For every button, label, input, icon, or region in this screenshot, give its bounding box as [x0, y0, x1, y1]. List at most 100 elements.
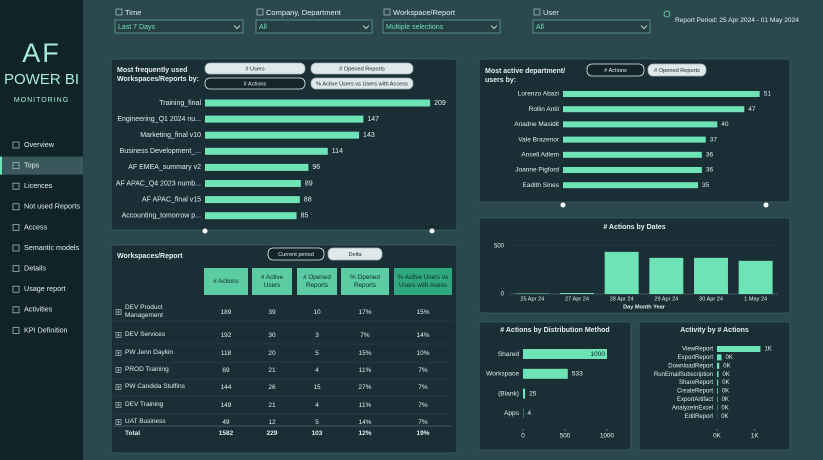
expand-icon[interactable]: [115, 367, 122, 373]
brand-subtitle: MONITORING: [13, 96, 70, 104]
bar: [205, 99, 431, 107]
x-tick-label: 27 Apr 24: [565, 296, 589, 302]
row-name: DEV Product Management: [125, 304, 163, 319]
nav-item[interactable]: Activities: [24, 305, 53, 314]
category-label: ExportReport: [678, 355, 714, 361]
nav-marker: [0, 156, 2, 175]
category-label: RunEmailSubscription: [654, 372, 713, 378]
value-label: 88: [304, 196, 312, 203]
toggle-button-label[interactable]: # Opened Reports: [339, 66, 385, 72]
resize-handle: [429, 228, 435, 234]
table-cell: 15%: [358, 349, 372, 357]
category-label: Vale Brazenor: [518, 136, 560, 143]
toggle-button[interactable]: [267, 247, 325, 261]
nav-item[interactable]: Licences: [24, 181, 53, 190]
toggle-button[interactable]: [204, 62, 306, 75]
expand-icon[interactable]: [115, 384, 122, 390]
value-label: 96: [312, 164, 320, 171]
nav-icon: [12, 203, 20, 211]
expand-icon[interactable]: [115, 419, 122, 425]
nav-item[interactable]: Not used Reports: [24, 202, 80, 211]
expand-icon[interactable]: [115, 332, 122, 338]
toggle-button-label[interactable]: % Active Users vs Users with Access: [316, 81, 408, 87]
filter-dropdown[interactable]: [382, 19, 501, 34]
value-label: 37: [710, 136, 718, 143]
toggle-button-label[interactable]: # Actions: [604, 68, 627, 74]
x-tick-label: 28 Apr 24: [610, 296, 634, 302]
bar: [649, 257, 684, 294]
table-cell: 20: [268, 349, 276, 357]
value-label: 0K: [722, 380, 729, 386]
nav-item[interactable]: Usage report: [24, 284, 66, 293]
nav-item[interactable]: Access: [24, 222, 48, 231]
chart-title: Most frequently used Workspaces/Reports …: [117, 67, 199, 83]
column-header-label[interactable]: % Active Users vs Users with Acess: [397, 274, 449, 289]
nav-item[interactable]: Details: [24, 264, 46, 273]
filter-dropdown[interactable]: [114, 19, 244, 34]
filter-icon: [115, 8, 123, 16]
value-label: 47: [748, 106, 756, 113]
toggle-button[interactable]: [327, 247, 383, 261]
category-label: Ansell Adlem: [521, 152, 559, 159]
column-header-label[interactable]: # Active Users: [260, 274, 284, 289]
chevron: [490, 25, 498, 30]
nav-item[interactable]: Tops: [24, 161, 40, 170]
x-tick-label: 1000: [600, 433, 615, 440]
expand-icon[interactable]: [115, 309, 122, 315]
nav-icon: [12, 182, 20, 190]
toggle-button-label[interactable]: Delta: [348, 252, 362, 258]
nav-item[interactable]: KPI Definition: [24, 325, 68, 334]
category-label: ExportArtifact: [677, 397, 713, 403]
category-label: Training_final: [159, 100, 201, 107]
filter-value: All: [536, 24, 544, 31]
filter-icon: [256, 8, 264, 16]
value-label: 0K: [721, 414, 728, 420]
filter-dropdown[interactable]: [255, 19, 373, 34]
panel: [110, 244, 458, 454]
table-cell: 189: [220, 308, 232, 316]
toggle-button-label[interactable]: Current period: [278, 252, 314, 258]
value-label: 40: [721, 121, 729, 128]
category-label: DownloadReport: [668, 363, 713, 369]
toggle-button[interactable]: [586, 63, 645, 77]
table-cell: 11%: [358, 401, 372, 409]
bar: [205, 196, 300, 204]
x-axis-title: Day Month Year: [623, 304, 666, 310]
toggle-button[interactable]: [310, 77, 414, 90]
filter-label: Workspace/Report: [393, 8, 456, 17]
toggle-button[interactable]: [310, 62, 414, 75]
table-cell: 7%: [418, 401, 428, 409]
value-label: 51: [764, 91, 772, 98]
toggle-button-label[interactable]: # Opened Reports: [654, 68, 700, 74]
column-header-label[interactable]: # Actions: [213, 277, 239, 285]
filter-dropdown[interactable]: [532, 19, 651, 34]
column-header-label[interactable]: % Opened Reports: [350, 274, 380, 289]
nav-item[interactable]: Overview: [24, 140, 55, 149]
category-label: Lorenzo Abazi: [518, 91, 559, 98]
bar: [563, 106, 745, 113]
filter-value: Multiple selections: [386, 24, 444, 31]
value-label: 143: [363, 132, 375, 139]
chevron: [233, 25, 241, 30]
bar: [563, 167, 702, 173]
expand-icon[interactable]: [115, 402, 122, 408]
toggle-button[interactable]: [204, 77, 306, 90]
resize-handle: [560, 202, 566, 208]
row-name: DEV Training: [125, 401, 164, 408]
column-header: [341, 268, 389, 295]
toggle-button-label[interactable]: # Actions: [244, 81, 267, 87]
table-cell: 7%: [418, 383, 428, 391]
toggle-button-label[interactable]: # Users: [245, 66, 264, 72]
table-cell: 27%: [358, 383, 372, 391]
nav-item[interactable]: Semantic models: [24, 243, 80, 252]
nav-active: [0, 156, 83, 175]
value-label: 209: [434, 100, 446, 107]
column-header-label[interactable]: # Opened Reports: [303, 274, 331, 289]
toggle-button[interactable]: [647, 63, 707, 77]
bar: [523, 349, 607, 359]
expand-icon[interactable]: [115, 350, 122, 356]
bar: [205, 180, 301, 187]
bar: [563, 182, 698, 189]
